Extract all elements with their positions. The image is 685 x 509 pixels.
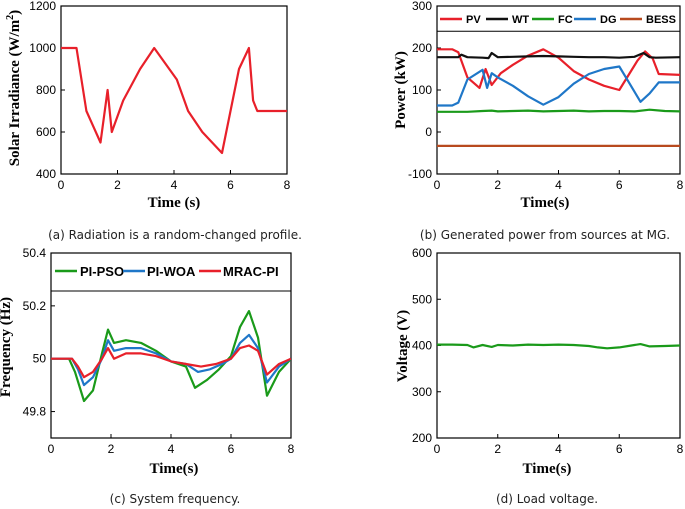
panel-d-plot: 0 2 4 6 8 200 300 400 500 600 [412,246,684,456]
panel-d-ytick-label: 500 [412,292,432,306]
panel-c-plot: 0 2 4 6 8 49.8 50 50.2 50.4 PI-PSO PI-WOA MRAC-PI [23,246,295,456]
panel-c-legend-label-pi-pso: PI-PSO [80,264,124,279]
panel-c-xtick-label: 4 [168,442,175,456]
panel-b-caption: (b) Generated power from sources at MG. [420,228,670,242]
panel-d-xtick-label: 2 [494,442,501,456]
panel-d-ylabel: Voltage (V) [395,310,411,382]
panel-b-ytick-label: 200 [412,41,432,55]
panel-b-ytick-label: 0 [425,125,432,139]
panel-c-ytick-label: 49.8 [23,405,47,419]
panel-a-series-irradiance [61,46,287,155]
panel-a-ytick-label: 400 [36,167,56,181]
panel-d: 0 2 4 6 8 200 300 400 500 600 Time(s) Voltage (V)… [395,246,684,506]
panel-c-ylabel: Frequency (Hz) [0,297,14,397]
panel-b-ytick-label: -100 [408,167,432,181]
panel-c-xtick-label: 6 [228,442,235,456]
panel-b-legend-label-wt: WT [512,14,529,26]
panel-d-ytick-label: 300 [412,385,432,399]
panel-b-xtick-label: 0 [434,178,441,192]
panel-a-xlabel: Time (s) [148,195,201,211]
panel-a-ylabel-main: Solar Irradiance (W/m [7,19,23,166]
panel-c-series-mrac-pi [51,344,291,379]
panel-d-xtick-label: 6 [616,442,623,456]
panel-b-series-wt [437,51,680,60]
panel-b-xtick-label: 2 [494,178,501,192]
panel-b-xlabel: Time(s) [521,195,570,211]
panel-a-ylabel-close: ) [7,10,23,15]
panel-b-legend-label-pv: PV [466,14,481,26]
panel-d-ytick-label: 400 [412,339,432,353]
panel-a-series-group [61,46,287,155]
panel-c-legend-label-mrac-pi: MRAC-PI [223,264,279,279]
panel-a-xtick-label: 0 [58,178,65,192]
panel-a-xtick-label: 8 [284,178,291,192]
panel-a-xtick-label: 4 [171,178,178,192]
panel-b-legend-label-bess: BESS [646,14,676,26]
panel-d-series-voltage [437,343,680,350]
panel-b-xtick-label: 4 [555,178,562,192]
panel-c-legend-label-pi-woa: PI-WOA [147,264,196,279]
panel-d-ytick-label: 600 [412,246,432,260]
panel-a-ytick-label: 1000 [29,41,56,55]
panel-c-xtick-label: 0 [48,442,55,456]
panel-a-xtick-label: 2 [114,178,121,192]
panel-c: 0 2 4 6 8 49.8 50 50.2 50.4 PI-PSO PI-WOA MRAC-PI T… [0,246,295,506]
panel-a-ytick-label: 1200 [29,0,56,13]
panel-c-xlabel: Time(s) [150,461,199,477]
panel-c-ytick-label: 50.2 [23,299,47,313]
panel-b-xtick-label: 6 [616,178,623,192]
panel-a-frame [60,5,288,175]
panel-a-xtick-label: 6 [227,178,234,192]
panel-d-xlabel: Time(s) [523,461,572,477]
panel-c-xtick-label: 2 [108,442,115,456]
panel-c-ytick-label: 50.4 [23,246,47,260]
panel-a-ylabel: Solar Irradiance (W/m2) [5,10,23,166]
panel-b-xtick-label: 8 [677,178,684,192]
panel-a-ytick-label: 800 [36,83,56,97]
panel-a-plot: 0 2 4 6 8 400 600 800 1000 1200 [29,0,290,192]
panel-a: 0 2 4 6 8 400 600 800 1000 1200 Time (s) Solar Ir… [5,0,302,242]
panel-a-ytick-label: 600 [36,125,56,139]
panel-b-series-dg [437,65,680,107]
panel-d-caption: (d) Load voltage. [496,492,598,506]
panel-b-series-group [437,48,680,147]
panel-d-xtick-label: 0 [434,442,441,456]
panel-c-xtick-label: 8 [288,442,295,456]
panel-b-ytick-label: 100 [412,83,432,97]
panel-d-xtick-label: 8 [677,442,684,456]
panel-b-ylabel: Power (kW) [393,51,409,129]
panel-d-xtick-label: 4 [555,442,562,456]
panel-a-caption: (a) Radiation is a random-changed profil… [48,228,302,242]
panel-c-series-group [51,310,291,403]
panel-a-ylabel-sup: 2 [5,15,16,20]
panel-b-legend-label-fc: FC [558,14,573,26]
panel-b-legend-label-dg: DG [600,14,617,26]
panel-d-series-group [437,343,680,350]
panel-c-ytick-label: 50 [33,352,47,366]
panel-d-ytick-label: 200 [412,431,432,445]
panel-c-caption: (c) System frequency. [110,492,241,506]
panel-b-series-fc [437,108,680,113]
panel-b-ytick-label: 300 [412,0,432,13]
